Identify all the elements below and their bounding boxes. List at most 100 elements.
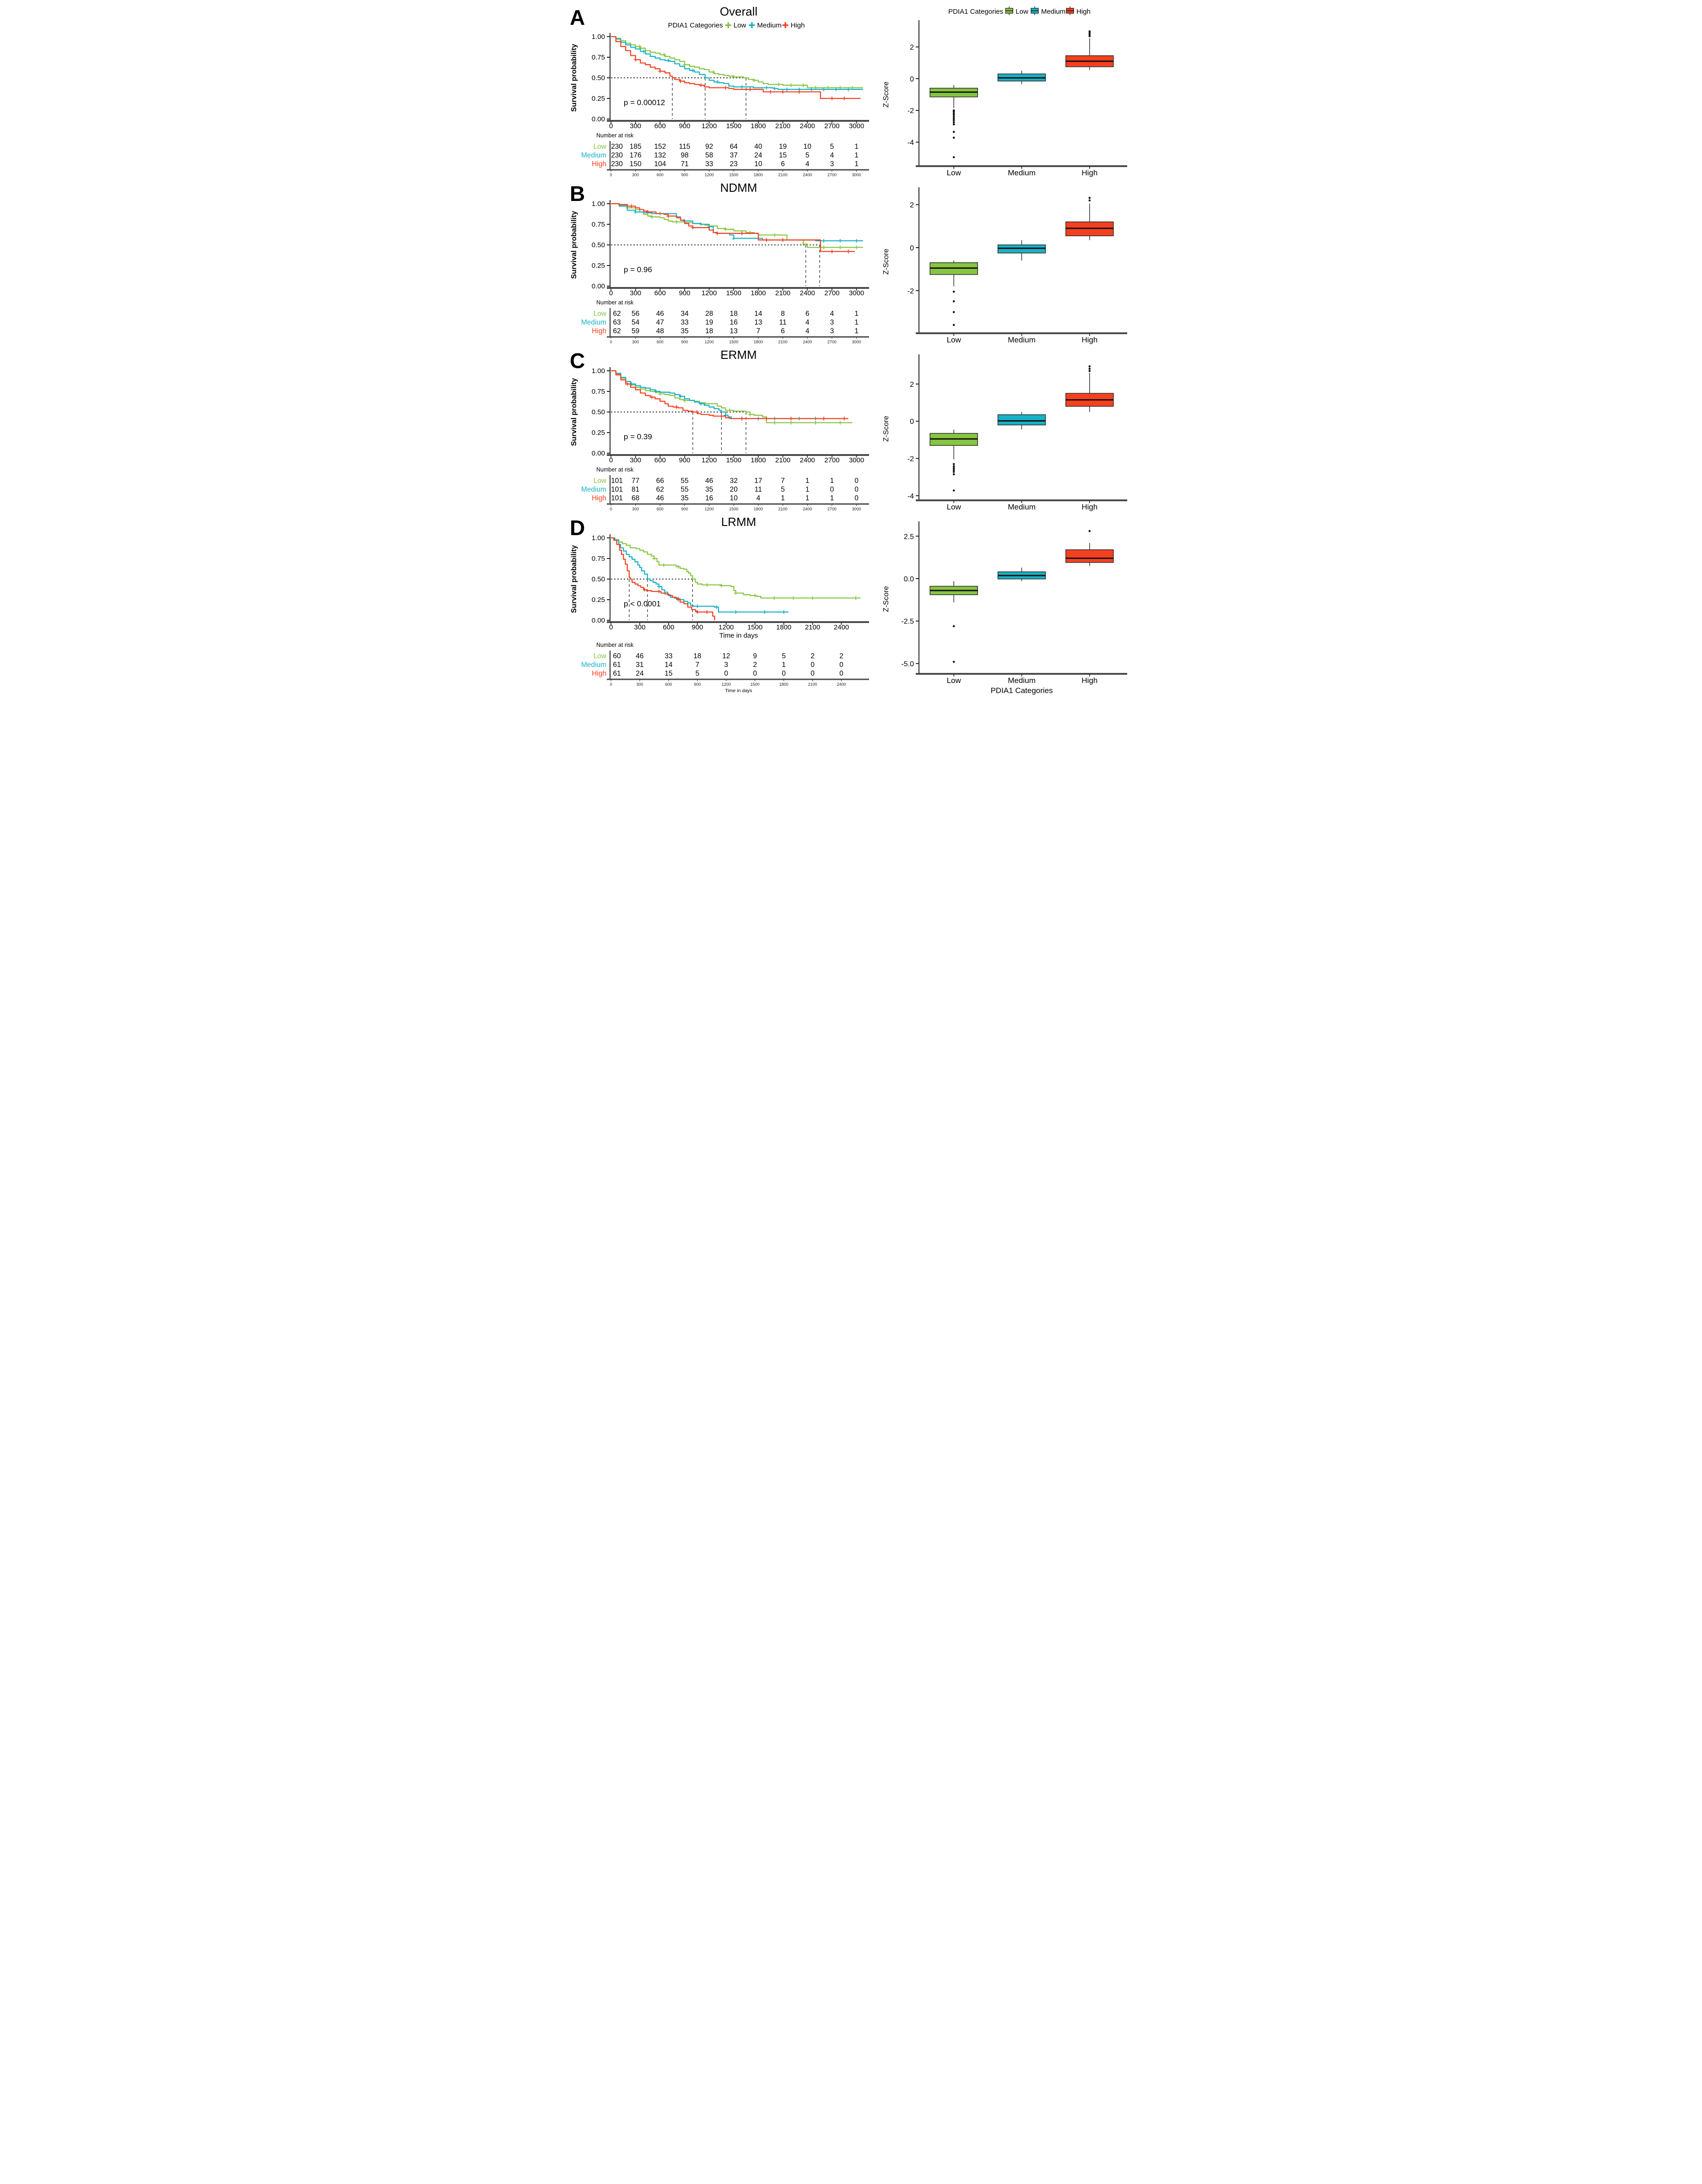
panel-C-km-section: C ERMM 1.00 0.75 0.50 0.25 0.00 Survival probab… (565, 347, 876, 514)
km-x-tick-label: 0 (609, 289, 612, 297)
risk-x-tick-label: 900 (681, 173, 688, 177)
km-ylabel: Survival probability (570, 545, 578, 613)
risk-value: 5 (695, 670, 699, 677)
box-legend-item-label: Low (1016, 8, 1028, 16)
risk-value: 24 (636, 670, 644, 677)
box-high (1065, 549, 1114, 563)
risk-x-tick-label: 3000 (852, 507, 861, 511)
risk-value: 3 (830, 319, 834, 326)
risk-value: 37 (729, 152, 737, 159)
km-curve-high (611, 36, 860, 99)
box-y-tick-label: 2 (910, 201, 914, 209)
km-x-tick-label: 0 (609, 456, 612, 464)
risk-value: 230 (611, 152, 623, 159)
km-curve-medium (611, 370, 820, 419)
km-xlabel: Time in days (719, 632, 757, 639)
risk-value: 101 (611, 494, 623, 502)
box-y-tick-label: 2 (910, 381, 914, 389)
risk-value: 10 (754, 160, 762, 168)
risk-row-label: Medium (581, 319, 606, 326)
risk-value: 1 (854, 143, 859, 151)
risk-table-header: Number at risk (596, 466, 634, 473)
km-ylabel: Survival probability (570, 44, 578, 112)
risk-value: 62 (656, 486, 664, 493)
risk-value: 2 (810, 652, 815, 660)
risk-row-label: Low (593, 310, 606, 318)
risk-value: 150 (629, 160, 641, 168)
km-y-tick-label: 0.25 (591, 596, 605, 604)
risk-value: 0 (839, 670, 843, 677)
risk-value: 0 (854, 477, 859, 485)
km-y-tick-label: 0.00 (591, 450, 605, 457)
risk-value: 59 (632, 327, 639, 335)
risk-value: 4 (830, 310, 834, 318)
risk-value: 7 (695, 661, 699, 669)
risk-value: 64 (729, 143, 738, 151)
km-x-tick-label: 1800 (751, 289, 766, 297)
risk-value: 1 (854, 152, 859, 159)
risk-value: 5 (781, 486, 785, 493)
risk-value: 3 (724, 661, 728, 669)
box-category-label: Medium (1008, 503, 1035, 511)
risk-value: 18 (705, 327, 713, 335)
km-x-tick-label: 3000 (848, 122, 864, 130)
risk-value: 58 (705, 152, 713, 159)
outlier-point (1088, 196, 1091, 199)
outlier-point (952, 136, 955, 139)
km-x-tick-label: 2100 (775, 289, 790, 297)
box-category-label: Medium (1008, 676, 1035, 685)
risk-value: 46 (705, 477, 713, 485)
km-title: NDMM (720, 181, 757, 195)
km-y-tick-label: 0.75 (591, 388, 605, 396)
km-x-tick-label: 900 (679, 122, 690, 130)
risk-value: 6 (781, 327, 785, 335)
risk-value: 4 (805, 319, 809, 326)
km-curve-high (611, 537, 715, 620)
km-x-tick-label: 900 (679, 456, 690, 464)
risk-value: 62 (613, 310, 621, 318)
panel-C-row: C ERMM 1.00 0.75 0.50 0.25 0.00 Survival probab… (565, 347, 1137, 514)
box-y-tick-label: 0 (910, 76, 914, 83)
km-x-tick-label: 900 (679, 289, 690, 297)
risk-value: 13 (729, 327, 737, 335)
panel-C-boxplot: 2 0 -2 -4 Z-Score Low Medium High (882, 354, 1127, 511)
box-ylabel: Z-Score (882, 416, 890, 442)
box-category-label: High (1081, 676, 1097, 685)
risk-x-tick-label: 2700 (827, 340, 836, 344)
risk-value: 101 (611, 486, 623, 493)
km-x-tick-label: 2400 (833, 623, 848, 631)
risk-value: 54 (632, 319, 640, 326)
risk-value: 77 (632, 477, 639, 485)
risk-value: 0 (854, 486, 859, 493)
risk-value: 19 (778, 143, 786, 151)
panel-D-km-chart: D LRMM 1.00 0.75 0.50 0.25 0.00 Survival probab… (570, 515, 869, 694)
risk-value: 10 (803, 143, 811, 151)
km-x-tick-label: 2100 (775, 456, 790, 464)
km-x-tick-label: 1800 (776, 623, 791, 631)
risk-value: 31 (636, 661, 643, 669)
outlier-point (1088, 368, 1091, 370)
risk-value: 3 (830, 327, 834, 335)
risk-x-tick-label: 2700 (827, 507, 836, 511)
risk-value: 5 (830, 143, 834, 151)
risk-x-tick-label: 0 (610, 173, 612, 177)
risk-value: 8 (781, 310, 785, 318)
risk-value: 0 (839, 661, 843, 669)
km-x-tick-label: 1500 (726, 122, 741, 130)
box-medium (997, 414, 1046, 426)
box-y-tick-label: 2.5 (903, 533, 913, 541)
box-legend-item-label: High (1076, 8, 1091, 16)
risk-value: 3 (830, 160, 834, 168)
risk-row-label: Low (593, 143, 606, 151)
panel-C-boxplot-section: 2 0 -2 -4 Z-Score Low Medium High (876, 347, 1133, 514)
outlier-point (952, 156, 955, 158)
risk-value: 13 (754, 319, 762, 326)
risk-x-tick-label: 1200 (704, 507, 713, 511)
risk-value: 104 (654, 160, 666, 168)
risk-row-label: Medium (581, 152, 606, 159)
panel-B-boxplot-section: 2 0 -2 Z-Score Low Medium High (876, 180, 1133, 347)
km-curve-medium (611, 203, 863, 242)
km-curve-medium (611, 36, 863, 90)
risk-value: 1 (854, 310, 859, 318)
outlier-point (1088, 365, 1091, 368)
